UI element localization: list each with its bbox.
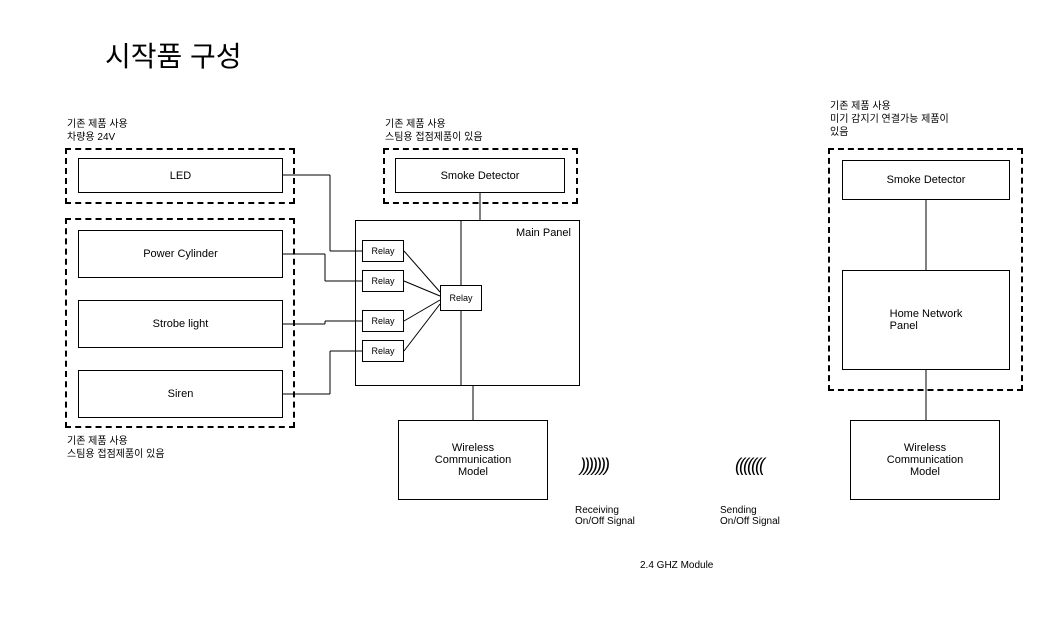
wave-left-icon: ((((((( [735,455,763,476]
box-relay4: Relay [362,340,404,362]
label-ghz: 2.4 GHZ Module [640,560,713,571]
box-wcm2: Wireless Communication Model [850,420,1000,500]
caption-smoke2: 기존 제품 사용 미기 감지기 연결가능 제품이 있음 [830,100,949,139]
box-siren: Siren [78,370,283,418]
wave-right-icon: ))))))) [580,455,608,476]
caption-smoke1: 기존 제품 사용 스팀용 접점제품이 있음 [385,118,483,144]
box-wcm1: Wireless Communication Model [398,420,548,500]
page-title: 시작품 구성 [105,35,242,75]
box-strobe: Strobe light [78,300,283,348]
box-smoke1: Smoke Detector [395,158,565,193]
box-power: Power Cylinder [78,230,283,278]
caption-devices: 기존 제품 사용 스팀용 접점제품이 있음 [67,435,165,461]
caption-led: 기존 제품 사용 차량용 24V [67,118,128,144]
box-relay-center: Relay [440,285,482,311]
box-relay2: Relay [362,270,404,292]
box-smoke2: Smoke Detector [842,160,1010,200]
diagram-canvas: 시작품 구성 기존 제품 사용 차량용 24V LED Power Cylind… [0,0,1055,631]
box-relay3: Relay [362,310,404,332]
mainpanel-label: Main Panel [516,227,571,239]
box-homepanel: Home Network Panel [842,270,1010,370]
label-sending: Sending On/Off Signal [720,505,780,527]
box-led: LED [78,158,283,193]
label-receiving: Receiving On/Off Signal [575,505,635,527]
box-relay1: Relay [362,240,404,262]
